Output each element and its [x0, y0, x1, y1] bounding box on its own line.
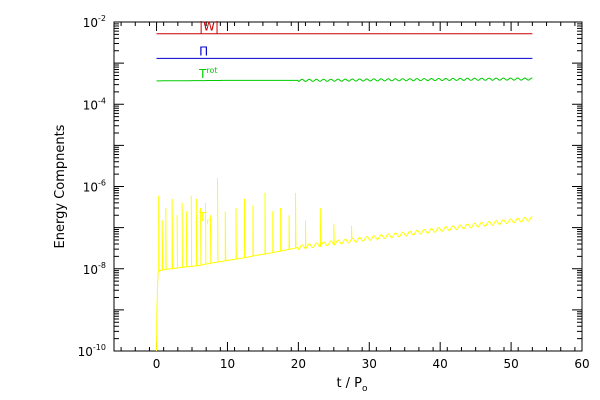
x-tick-label: 40 — [433, 357, 448, 371]
series-lines — [156, 33, 533, 352]
y-tick-label: 10-6 — [83, 179, 106, 195]
series-line-2 — [156, 77, 533, 82]
x-tick-label: 10 — [220, 357, 235, 371]
y-tick-label: 10-2 — [83, 14, 106, 30]
x-tick-label: 60 — [574, 357, 589, 371]
series-line-3 — [156, 178, 533, 352]
axes: 0 10 20 30 40 50 60 10-2 10-4 10-6 10-8 10-10 t / Po… — [53, 14, 590, 394]
y-tick-label: 10-10 — [78, 343, 106, 359]
x-axis-label: t / Po — [336, 376, 368, 394]
y-tick-label: 10-8 — [83, 261, 106, 277]
plot-frame — [113, 21, 583, 352]
x-tick-label: 30 — [362, 357, 377, 371]
series-label-1: Π — [199, 44, 208, 58]
y-tick-label: 10-4 — [83, 96, 106, 112]
series-labels: |W| Π Trot Tr — [198, 20, 219, 227]
series-label-3: Tr — [198, 210, 210, 226]
series-label-2: Trot — [198, 66, 218, 81]
x-tick-label: 0 — [153, 357, 161, 371]
x-tick-label: 20 — [291, 357, 306, 371]
series-label-0: |W| — [199, 20, 219, 34]
y-axis-label: Energy Compnents — [53, 124, 68, 248]
x-tick-label: 50 — [503, 357, 518, 371]
